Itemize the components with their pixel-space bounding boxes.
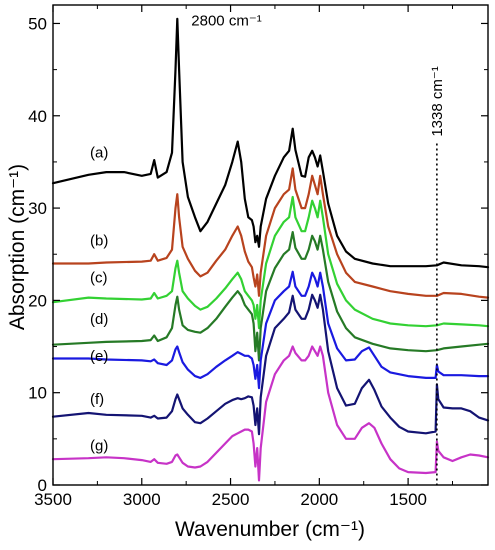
series-label-3: (c) <box>90 269 108 286</box>
series-line-5 <box>51 270 490 390</box>
x-tick-label-1: 3500 <box>34 490 72 509</box>
x-tick-label-3: 2500 <box>212 490 250 509</box>
series-line-1 <box>51 17 490 269</box>
x-tick-label-4: 2000 <box>300 490 338 509</box>
annotation-label-2: 1338 cm⁻¹ <box>429 66 446 136</box>
series-line-2 <box>51 167 490 299</box>
y-tick-label-3: 20 <box>28 291 47 310</box>
x-tick-label-2: 3000 <box>123 490 161 509</box>
y-tick-label-5: 40 <box>28 107 47 126</box>
series-label-4: (d) <box>90 311 108 328</box>
series-line-4 <box>51 231 490 362</box>
annotation-label-1: 2800 cm⁻¹ <box>191 12 261 29</box>
y-axis-title: Absorption (cm⁻¹) <box>6 164 29 330</box>
y-tick-label-2: 10 <box>28 384 47 403</box>
series-line-7 <box>51 345 490 482</box>
series-line-3 <box>51 195 490 330</box>
plot-frame <box>52 4 489 486</box>
y-tick-label-6: 50 <box>28 14 47 33</box>
series-label-6: (f) <box>90 391 104 408</box>
series-label-2: (b) <box>90 232 108 249</box>
series-label-1: (a) <box>90 145 108 162</box>
series-line-6 <box>51 293 490 436</box>
series-label-5: (e) <box>90 348 108 365</box>
y-tick-label-1: 0 <box>38 476 47 495</box>
x-tick-label-5: 1500 <box>389 490 427 509</box>
x-axis-title: Wavenumber (cm⁻¹) <box>175 518 365 541</box>
y-tick-label-4: 30 <box>28 199 47 218</box>
series-label-7: (g) <box>90 437 108 454</box>
